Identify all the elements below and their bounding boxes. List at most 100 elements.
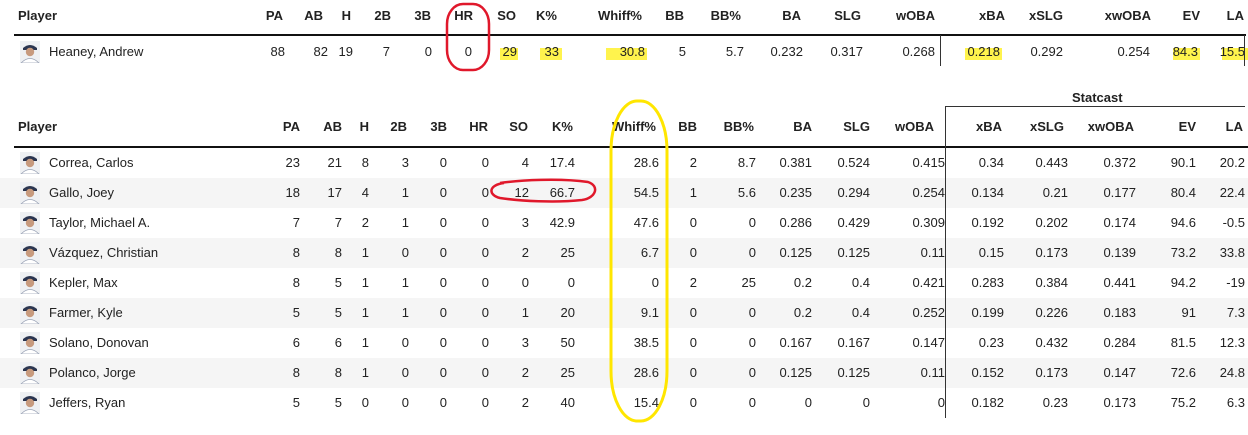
cell-so: 2: [521, 365, 529, 380]
cell-xba: 0.199: [971, 305, 1004, 320]
player-name[interactable]: Solano, Donovan: [49, 335, 149, 350]
statcast-top-line-left: [945, 106, 946, 146]
top-col-ab[interactable]: AB: [304, 8, 323, 23]
table-row[interactable]: Solano, Donovan 6 6 1 0 0 0 3 50 38.5 0 0 0.167 0.167…: [0, 328, 1248, 358]
table-row[interactable]: Heaney, Andrew 88 82 19 7 0 0 29 33 30.8 5 5.7 0.232…: [0, 37, 1248, 67]
cell-pa: 18: [285, 185, 300, 200]
cell-3b: 0: [439, 185, 447, 200]
player-name[interactable]: Kepler, Max: [49, 275, 118, 290]
bottom-col-so[interactable]: SO: [509, 119, 528, 134]
top-col-woba[interactable]: wOBA: [896, 8, 935, 23]
top-col-3b[interactable]: 3B: [414, 8, 431, 23]
top-col-xwoba[interactable]: xwOBA: [1104, 8, 1151, 23]
player-name[interactable]: Gallo, Joey: [49, 185, 115, 200]
cell-h: 0: [361, 395, 369, 410]
cell-k-pct: 40: [560, 395, 575, 410]
cell-xba: 0.192: [971, 215, 1004, 230]
cell-whiff-pct: 38.5: [633, 335, 659, 350]
player-name[interactable]: Vázquez, Christian: [49, 245, 159, 260]
cell-ba: 0.235: [779, 185, 812, 200]
cell-ba: 0.286: [779, 215, 812, 230]
table-row[interactable]: Kepler, Max 8 5 1 1 0 0 0 0 0 2 25 0.2 0.4 0.421 0.283 0…: [0, 268, 1248, 298]
cell-bb: 0: [689, 245, 697, 260]
top-col-bb-pct[interactable]: BB%: [710, 8, 741, 23]
top-col-slg[interactable]: SLG: [834, 8, 861, 23]
bottom-col-k-pct[interactable]: K%: [552, 119, 573, 134]
bottom-col-whiff-pct[interactable]: Whiff%: [611, 119, 656, 134]
bottom-col-bb[interactable]: BB: [678, 119, 697, 134]
player-headshot-icon: [20, 362, 40, 384]
top-col-ba[interactable]: BA: [782, 8, 801, 23]
top-col-pa[interactable]: PA: [265, 8, 283, 23]
top-col-k-pct[interactable]: K%: [536, 8, 557, 23]
bottom-col-woba[interactable]: wOBA: [895, 119, 934, 134]
top-col-xslg[interactable]: xSLG: [1029, 8, 1063, 23]
top-col-bb[interactable]: BB: [665, 8, 684, 23]
cell-so: 3: [521, 215, 529, 230]
bottom-col-la[interactable]: LA: [1225, 119, 1243, 134]
top-col-xba[interactable]: xBA: [978, 8, 1005, 23]
top-col-whiff-pct[interactable]: Whiff%: [597, 8, 642, 23]
cell-so: 3: [521, 335, 529, 350]
bottom-col-pa[interactable]: PA: [282, 119, 300, 134]
table-row[interactable]: Vázquez, Christian 8 8 1 0 0 0 2 25 6.7 0 0 0.125 0.1…: [0, 238, 1248, 268]
cell-ev: 94.6: [1170, 215, 1196, 230]
player-name[interactable]: Jeffers, Ryan: [49, 395, 126, 410]
bottom-col-ev[interactable]: EV: [1178, 119, 1196, 134]
bottom-col-h[interactable]: H: [359, 119, 369, 134]
highlight-mark: [965, 48, 1002, 60]
bottom-col-ba[interactable]: BA: [793, 119, 812, 134]
cell-whiff-pct: 9.1: [640, 305, 659, 320]
cell-k-pct: 33: [544, 44, 559, 59]
top-col-hr[interactable]: HR: [454, 8, 473, 23]
bottom-col-xslg[interactable]: xSLG: [1030, 119, 1064, 134]
cell-2b: 0: [401, 245, 409, 260]
cell-pa: 8: [292, 245, 300, 260]
bottom-col-ab[interactable]: AB: [323, 119, 342, 134]
cell-bb: 0: [689, 395, 697, 410]
bottom-col-slg[interactable]: SLG: [843, 119, 870, 134]
top-col-player[interactable]: Player: [18, 8, 58, 23]
cell-xwoba: 0.372: [1103, 155, 1136, 170]
player-name[interactable]: Heaney, Andrew: [49, 44, 144, 59]
bottom-col-bb-pct[interactable]: BB%: [723, 119, 754, 134]
bottom-col-player[interactable]: Player: [18, 119, 58, 134]
cell-so: 29: [502, 44, 517, 59]
player-headshot-icon: [20, 41, 40, 63]
cell-pa: 7: [292, 215, 300, 230]
bottom-col-hr[interactable]: HR: [469, 119, 488, 134]
cell-xwoba: 0.254: [1117, 44, 1150, 59]
top-col-ev[interactable]: EV: [1182, 8, 1200, 23]
player-name[interactable]: Taylor, Michael A.: [49, 215, 151, 230]
top-col-h[interactable]: H: [341, 8, 351, 23]
cell-ab: 8: [334, 245, 342, 260]
table-row[interactable]: Taylor, Michael A. 7 7 2 1 0 0 3 42.9 47.6 0 0 0.286…: [0, 208, 1248, 238]
cell-3b: 0: [439, 335, 447, 350]
cell-ev: 72.6: [1170, 365, 1196, 380]
table-row[interactable]: Correa, Carlos 23 21 8 3 0 0 4 17.4 28.6 2 8.7 0.381…: [0, 148, 1248, 178]
player-name[interactable]: Correa, Carlos: [49, 155, 134, 170]
cell-xslg: 0.202: [1035, 215, 1068, 230]
player-name[interactable]: Polanco, Jorge: [49, 365, 136, 380]
player-headshot-icon: [20, 392, 40, 414]
player-name[interactable]: Farmer, Kyle: [49, 305, 123, 320]
top-col-so[interactable]: SO: [497, 8, 516, 23]
table-row[interactable]: Farmer, Kyle 5 5 1 1 0 0 1 20 9.1 0 0 0.2 0.4 0.252 0.1…: [0, 298, 1248, 328]
bottom-col-xba[interactable]: xBA: [975, 119, 1002, 134]
table-row[interactable]: Jeffers, Ryan 5 5 0 0 0 0 2 40 15.4 0 0 0 0 0 0.182 0.23…: [0, 388, 1248, 418]
bottom-statcast-divider: [945, 146, 946, 418]
cell-xslg: 0.384: [1035, 275, 1068, 290]
cell-bb-pct: 0: [748, 395, 756, 410]
bottom-col-xwoba[interactable]: xwOBA: [1087, 119, 1134, 134]
top-col-la[interactable]: LA: [1226, 8, 1244, 23]
cell-h: 8: [361, 155, 369, 170]
bottom-col-2b[interactable]: 2B: [390, 119, 407, 134]
table-row[interactable]: Polanco, Jorge 8 8 1 0 0 0 2 25 28.6 0 0 0.125 0.125 0…: [0, 358, 1248, 388]
cell-woba: 0.254: [912, 185, 945, 200]
cell-la: -19: [1226, 275, 1245, 290]
cell-hr: 0: [481, 275, 489, 290]
bottom-col-3b[interactable]: 3B: [430, 119, 447, 134]
player-headshot-icon: [20, 242, 40, 264]
table-row[interactable]: Gallo, Joey 18 17 4 1 0 0 12 66.7 54.5 1 5.6 0.235 0.…: [0, 178, 1248, 208]
top-col-2b[interactable]: 2B: [374, 8, 391, 23]
